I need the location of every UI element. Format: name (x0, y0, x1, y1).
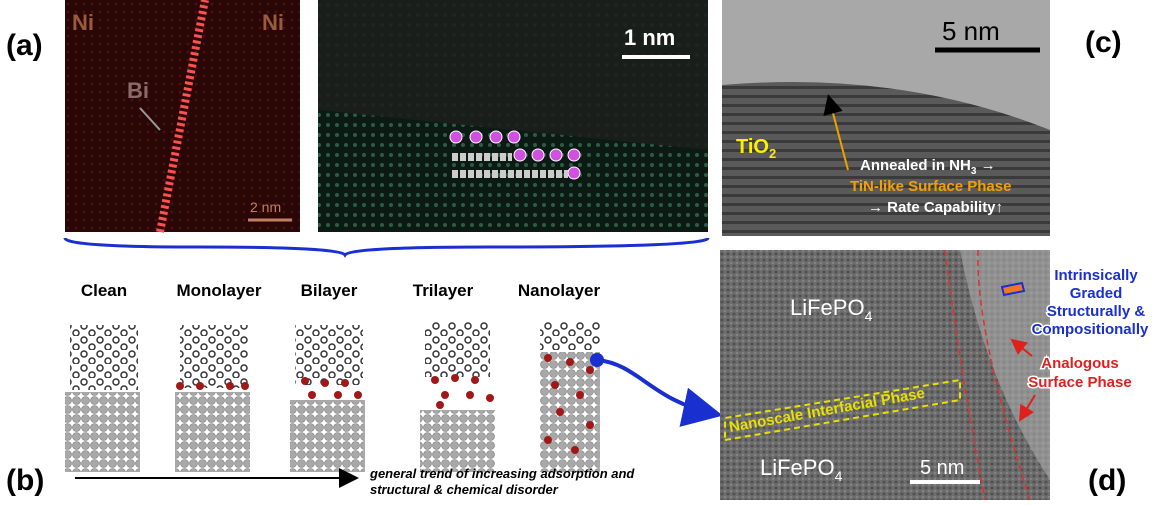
stage-label: Trilayer (413, 281, 474, 300)
stage-label: Clean (81, 281, 127, 300)
annotation: Structurally & (1047, 303, 1146, 320)
stage-label: Bilayer (301, 281, 358, 300)
panel-label: (d) (1088, 464, 1126, 497)
element-label: Ni (72, 10, 94, 35)
panel-label: (b) (6, 464, 44, 497)
annotation: Graded (1070, 285, 1123, 302)
annotation: TiN-like Surface Phase (850, 178, 1011, 195)
material-label: LiFePO4 (790, 295, 873, 324)
structures (65, 322, 600, 472)
scale-label: 2 nm (250, 199, 281, 215)
element-label: Bi (127, 78, 149, 103)
trend-text: general trend of increasing adsorption a… (369, 466, 635, 481)
scale-label: 5 nm (942, 16, 1000, 46)
annotation: Analogous (1041, 355, 1119, 372)
annotation: Surface Phase (1028, 374, 1131, 391)
scale-label: 1 nm (624, 25, 675, 50)
figure: (a) Ni Ni Bi 2 nm 1 nm Clean Monolayer B… (0, 0, 1156, 500)
connector-arrow (598, 360, 715, 414)
stage-label: Monolayer (176, 281, 261, 300)
annotation: Intrinsically (1054, 267, 1138, 284)
annotation: → Rate Capability↑ (868, 199, 1003, 216)
scale-label: 5 nm (920, 457, 964, 479)
panel-label: (a) (6, 29, 43, 62)
panel-label: (c) (1085, 26, 1122, 59)
stage-label: Nanolayer (518, 281, 601, 300)
trend-text: structural & chemical disorder (370, 482, 559, 497)
material-label: LiFePO4 (760, 455, 843, 484)
connector-dot (590, 353, 604, 367)
element-label: Ni (262, 10, 284, 35)
annotation: Compositionally (1032, 321, 1149, 338)
brace (65, 238, 708, 255)
